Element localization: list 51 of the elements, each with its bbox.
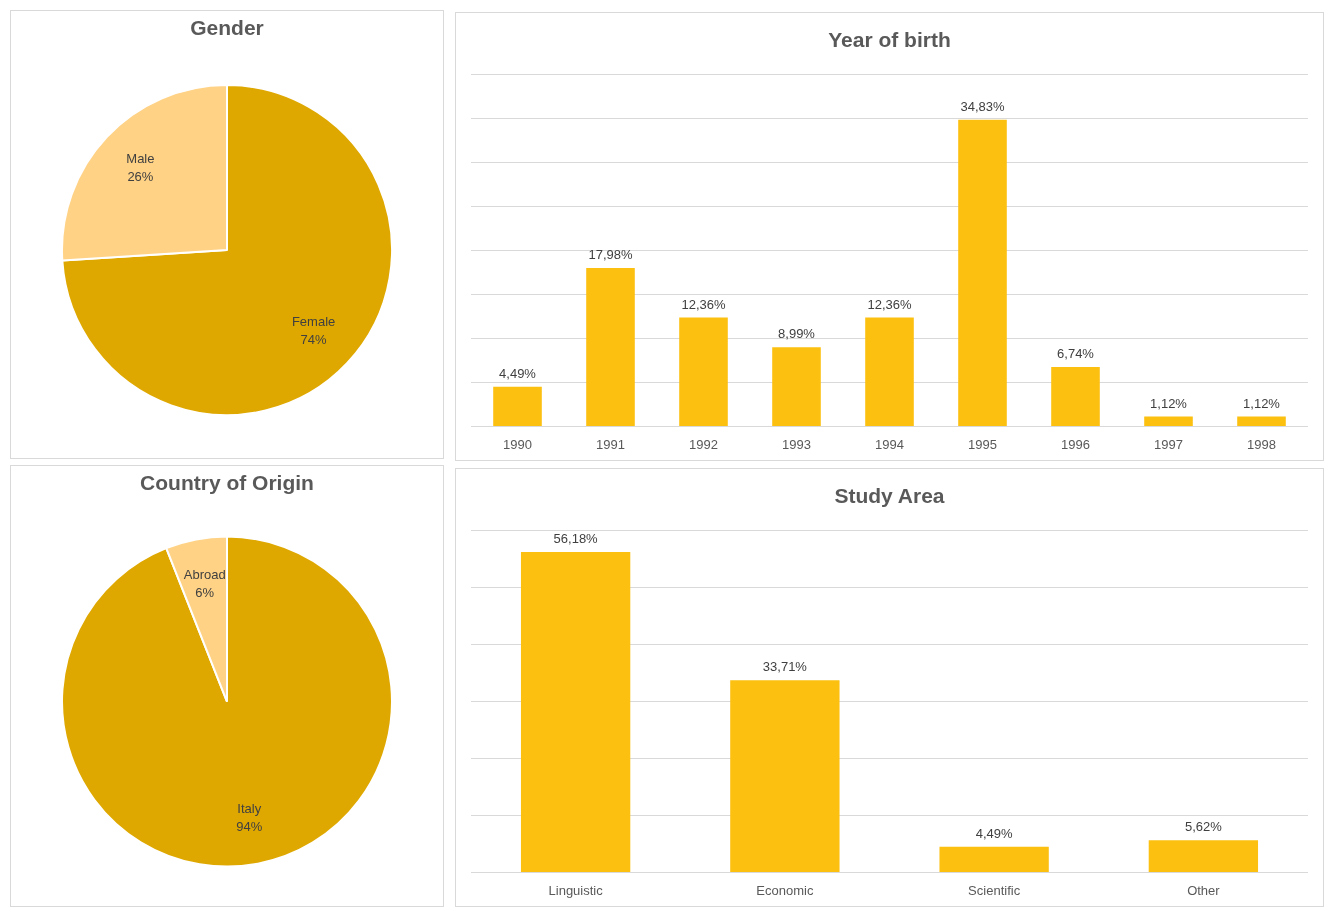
bar (772, 347, 821, 426)
chart-title: Gender (190, 16, 264, 40)
chart-title: Study Area (834, 484, 945, 508)
bar (1051, 367, 1100, 426)
slice-label: Male (126, 151, 155, 167)
x-tick-label: Linguistic (548, 882, 604, 898)
x-tick-label: 1994 (875, 436, 904, 452)
bar (520, 551, 631, 872)
bar (1148, 840, 1259, 872)
data-label: 26% (127, 169, 154, 185)
data-label: 6% (195, 585, 215, 601)
bar (865, 317, 914, 426)
data-label: 34,83% (960, 98, 1005, 114)
x-tick-label: 1991 (596, 436, 625, 452)
data-label: 1,12% (1243, 395, 1281, 411)
slice-label: Abroad (183, 567, 226, 583)
bar (730, 680, 840, 872)
x-tick-label: Economic (756, 882, 814, 898)
slice-label: Italy (237, 800, 262, 816)
data-label: 8,99% (778, 326, 816, 342)
data-label: 12,36% (867, 296, 912, 312)
data-label: 17,98% (588, 247, 633, 263)
data-label: 74% (300, 332, 328, 347)
bar (1237, 416, 1286, 426)
bar (586, 268, 635, 426)
data-label: 33,71% (762, 659, 808, 675)
data-label: 94% (236, 818, 263, 834)
data-label: 6,74% (1057, 346, 1095, 362)
bar (679, 317, 728, 426)
bar (1144, 416, 1193, 426)
x-tick-label: 1993 (782, 436, 811, 452)
data-label: 56,18% (553, 531, 599, 547)
x-tick-label: 1997 (1154, 436, 1183, 452)
data-label: 4,49% (499, 365, 537, 381)
data-label: 12,36% (681, 296, 726, 312)
x-tick-label: 1998 (1247, 436, 1276, 452)
x-tick-label: 1990 (503, 436, 532, 452)
bar (939, 846, 1049, 872)
x-tick-label: Scientific (968, 882, 1021, 898)
chart-title: Year of birth (828, 28, 951, 52)
bar (493, 386, 542, 426)
x-tick-label: 1995 (968, 436, 997, 452)
slice-label: Female (291, 314, 336, 329)
data-label: 1,12% (1150, 395, 1188, 411)
x-tick-label: 1996 (1061, 436, 1090, 452)
data-label: 5,62% (1184, 819, 1223, 835)
bar (958, 119, 1007, 426)
chart-title: Country of Origin (140, 471, 314, 495)
data-label: 4,49% (975, 825, 1013, 841)
x-tick-label: Other (1187, 882, 1221, 898)
x-tick-label: 1992 (689, 436, 718, 452)
